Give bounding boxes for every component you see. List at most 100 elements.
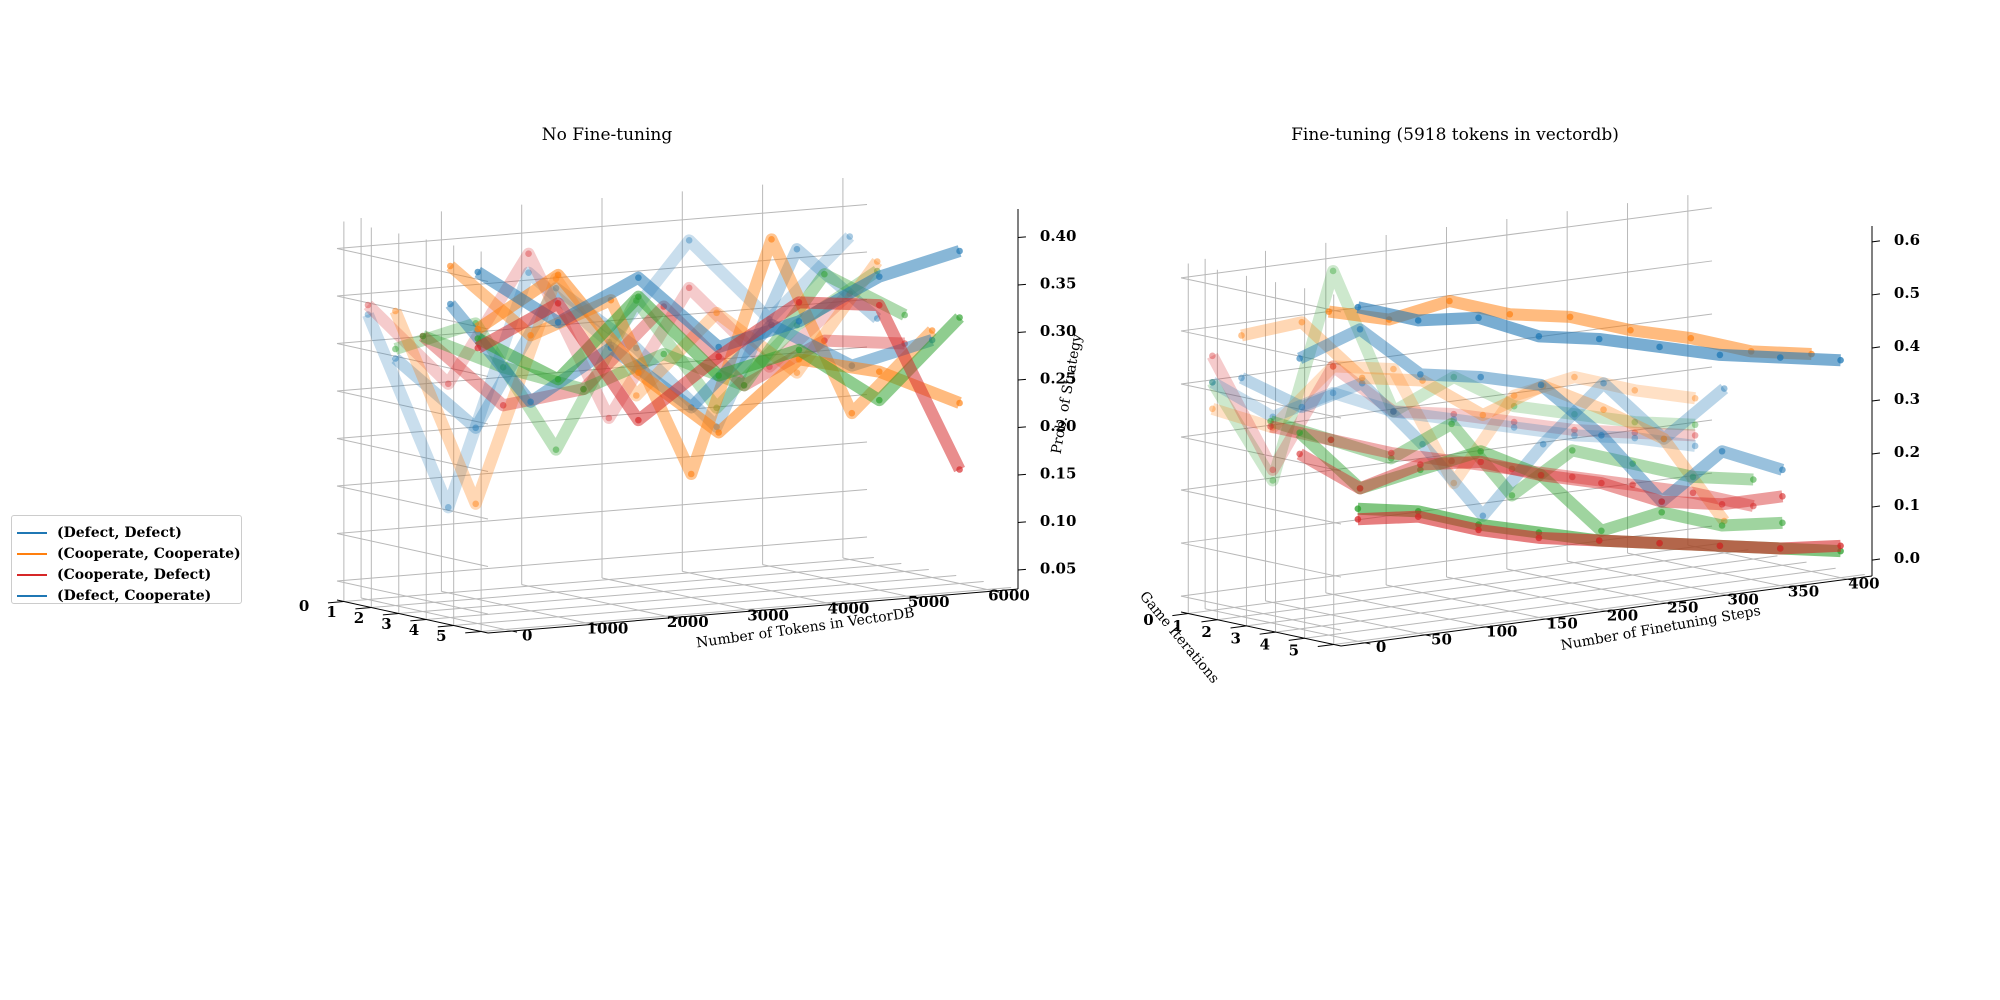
data-point (1390, 365, 1397, 373)
z-axis-label: Prob. of Strategy (1049, 333, 1086, 456)
data-point (1390, 408, 1397, 415)
data-point (1506, 310, 1514, 318)
data-point (1691, 442, 1699, 450)
data-point (1209, 405, 1216, 413)
data-point (821, 270, 828, 278)
gridline-z-side (1180, 489, 1342, 525)
data-point (1329, 389, 1337, 397)
data-point (635, 416, 642, 424)
x-tick-mark (672, 617, 678, 620)
y-tick-label: 4 (409, 621, 419, 639)
series-path (1207, 353, 1696, 476)
data-point (392, 307, 399, 315)
y-tick-label: 3 (381, 615, 391, 633)
data-point (1354, 303, 1362, 311)
data-point (1691, 432, 1699, 439)
gridline-x-floor (762, 564, 914, 599)
chart-title: No Fine-tuning (542, 125, 673, 145)
gridline-y-floor (426, 575, 957, 620)
data-point (1296, 355, 1303, 362)
series-path (1209, 377, 1696, 452)
gridline-z-side (336, 390, 489, 425)
series-path (1207, 264, 1696, 487)
data-point (1296, 429, 1303, 436)
data-point (1296, 450, 1303, 458)
y-tick-label: 1 (326, 603, 336, 621)
y-tick-mark (1172, 613, 1189, 617)
x-tick-label: 50 (1431, 630, 1452, 648)
data-point (846, 233, 854, 240)
data-point (499, 402, 507, 409)
z-tick-mark (1017, 283, 1026, 286)
legend-swatch (17, 594, 47, 597)
data-point (472, 424, 480, 432)
data-point (1238, 332, 1245, 339)
data-point (1477, 458, 1485, 466)
gridline-z-side (336, 485, 489, 520)
data-point (1631, 434, 1639, 442)
y-tick-mark (382, 613, 399, 616)
z-tick-mark (1017, 568, 1026, 571)
data-point (1419, 440, 1426, 448)
data-point (1298, 403, 1306, 411)
gridline-x-floor (1265, 600, 1426, 636)
data-point (1414, 317, 1422, 324)
x-tick-mark (511, 630, 518, 633)
z-tick-label: 0.30 (1040, 322, 1077, 340)
gridline-z-side (336, 580, 489, 615)
legend-item: (Cooperate, Cooperate) (12, 543, 241, 564)
data-point (956, 466, 963, 473)
series-path (1356, 301, 1841, 367)
data-point (715, 353, 722, 360)
data-point (527, 398, 534, 406)
data-point (1598, 432, 1605, 439)
x-tick-mark (592, 623, 598, 626)
data-point (554, 376, 562, 383)
data-point (1537, 381, 1545, 389)
series-line-orange (1325, 295, 1815, 361)
data-point (956, 247, 963, 255)
data-point (1475, 526, 1482, 534)
chart-2: 0 50 100 150 200 250 300 350 400 0 1 2 3 4 5 0.0 0.1 0.2 0… (1136, 125, 1920, 687)
data-point (1537, 471, 1545, 479)
gridline-z-back (336, 394, 868, 439)
x-tick-label: 300 (1728, 590, 1759, 608)
data-point (795, 318, 803, 325)
data-point (1566, 313, 1574, 321)
x-tick-label: 200 (1607, 606, 1638, 624)
data-point (392, 355, 399, 362)
data-point (685, 284, 693, 292)
data-point (795, 299, 803, 306)
gridline-z-back (1180, 472, 1713, 544)
x-tick-label: 2000 (667, 613, 709, 631)
data-point (1209, 379, 1216, 386)
chart-title: Fine-tuning (5918 tokens in vectordb) (1291, 125, 1619, 145)
series-path (389, 257, 883, 510)
data-point (1354, 516, 1362, 523)
data-point (1510, 418, 1518, 426)
gridline-z-back (336, 489, 868, 534)
data-point (1479, 411, 1487, 419)
legend-item: (Defect, Cooperate) (12, 585, 241, 606)
data-point (1658, 498, 1666, 505)
x-tick-mark (1485, 626, 1492, 629)
z-tick-mark (1871, 399, 1881, 402)
data-point (1660, 435, 1668, 443)
z-tick-mark (1017, 331, 1026, 333)
data-point (901, 311, 908, 319)
data-point (1750, 502, 1757, 510)
gridline-y-floor (481, 587, 1012, 632)
data-point (364, 311, 372, 318)
data-point (1479, 512, 1487, 520)
legend-swatch (17, 552, 47, 555)
data-point (1720, 385, 1728, 392)
data-point (1329, 267, 1337, 275)
series-line-blue (474, 245, 963, 353)
data-point (474, 344, 482, 352)
data-point (635, 293, 642, 300)
gridline-z-back (336, 536, 868, 582)
gridline-y-floor (1275, 561, 1807, 633)
data-point (525, 269, 532, 276)
data-point (740, 382, 748, 389)
data-point (1627, 326, 1634, 334)
